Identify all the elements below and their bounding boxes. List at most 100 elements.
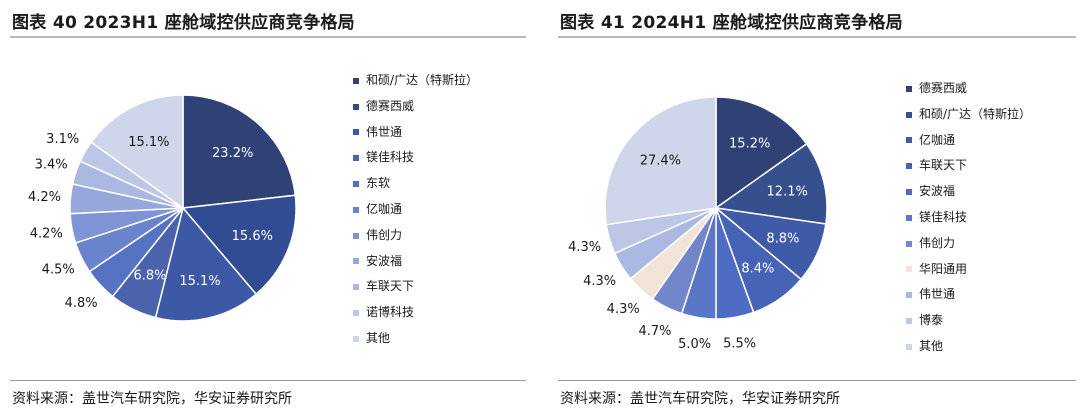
legend-item: 亿咖通 (906, 128, 1031, 154)
legend-label: 伟创力 (919, 235, 956, 250)
legend-item: 和硕/广达（特斯拉） (906, 102, 1031, 128)
legend-item: 伟世通 (353, 120, 478, 146)
legend-label: 镁佳科技 (366, 150, 415, 165)
pie-slice (715, 96, 808, 210)
slice-value-label: 4.3% (607, 302, 640, 317)
source-note: 资料来源：盖世汽车研究院，华安证券研究所 (560, 391, 840, 407)
slice-value-label: 4.2% (28, 190, 61, 205)
legend-item: 车联天下 (353, 274, 478, 300)
legend-label: 东软 (366, 176, 391, 191)
pie-chart-2024h1: 15.2% 12.1% 8.8% 8.4% 5.5% 5.0% 4.7% 4.3% 4.3% 4.… (568, 96, 828, 352)
legend-item: 车联天下 (906, 153, 1031, 179)
legend-label: 其他 (919, 338, 944, 353)
legend-2024h1: 德赛西威和硕/广达（特斯拉） 亿咖通车联天下安波福镁佳科技伟创力华阳通用伟世通博泰… (906, 76, 1031, 360)
legend-swatch (353, 258, 359, 265)
legend-item: 安波福 (353, 249, 478, 275)
legend-swatch (353, 206, 359, 213)
legend-label: 博泰 (919, 313, 944, 328)
source-note: 资料来源：盖世汽车研究院，华安证券研究所 (12, 391, 292, 407)
legend-swatch (353, 77, 359, 84)
pie-slice (181, 194, 297, 296)
pie-slice (182, 94, 297, 209)
legend-swatch (353, 181, 359, 188)
legend-item: 伟世通 (906, 282, 1031, 308)
legend-swatch (353, 310, 359, 317)
slice-value-label: 8.8% (766, 231, 799, 246)
legend-label: 亿咖通 (366, 201, 403, 216)
footer-divider (10, 380, 526, 381)
legend-swatch (906, 163, 912, 170)
slice-value-label: 5.0% (678, 337, 711, 352)
pie-slice (90, 94, 184, 210)
legend-item: 伟创力 (906, 231, 1031, 257)
legend-item: 德赛西威 (353, 94, 478, 120)
legend-label: 诺博科技 (366, 305, 415, 320)
legend-item: 其他 (353, 326, 478, 352)
slice-value-label: 4.5% (42, 263, 75, 278)
legend-label: 德赛西威 (919, 81, 968, 95)
slice-value-label: 4.7% (638, 324, 671, 339)
legend-swatch (906, 343, 912, 350)
legend-swatch (906, 318, 912, 325)
chart-panel-2023h1: 图表 40 2023H1 座舱域控供应商竞争格局 23.2% 15.6% 15.1%… (0, 0, 530, 414)
slice-value-label: 5.5% (723, 337, 756, 352)
slice-value-label: 15.2% (729, 136, 770, 151)
legend-item: 亿咖通 (353, 197, 478, 223)
legend-item: 镁佳科技 (906, 205, 1031, 231)
pie-chart-2023h1: 23.2% 15.6% 15.1% 6.8% 4.8% 4.5% 4.2% 4.2% 3.4% 3… (28, 94, 297, 322)
slice-value-label: 6.8% (133, 268, 166, 283)
chart-title: 图表 40 2023H1 座舱域控供应商竞争格局 (12, 13, 355, 33)
slice-value-label: 4.2% (30, 227, 63, 242)
slice-value-label: 27.4% (640, 154, 681, 169)
legend-swatch (906, 266, 912, 273)
legend-label: 伟创力 (366, 227, 403, 242)
legend-item: 其他 (906, 334, 1031, 360)
legend-label: 车联天下 (366, 279, 415, 294)
legend-label: 和硕/广达（特斯拉） (366, 73, 479, 87)
legend-swatch (353, 335, 359, 342)
legend-item: 安波福 (906, 179, 1031, 205)
legend-swatch (906, 189, 912, 196)
legend-label: 华阳通用 (919, 261, 968, 276)
footer-divider (558, 380, 1076, 381)
slice-value-label: 23.2% (212, 146, 253, 161)
legend-swatch (353, 103, 359, 110)
slice-value-label: 12.1% (767, 184, 808, 199)
pie-slice (604, 96, 717, 226)
slice-value-label: 15.1% (128, 135, 169, 150)
slice-value-label: 15.6% (232, 229, 273, 244)
legend-item: 诺博科技 (353, 300, 478, 326)
legend-item: 德赛西威 (906, 76, 1031, 102)
legend-swatch (353, 284, 359, 291)
slice-value-label: 3.4% (35, 158, 68, 173)
legend-label: 镁佳科技 (919, 209, 968, 224)
legend-label: 安波福 (919, 184, 956, 199)
legend-label: 伟世通 (366, 124, 403, 139)
legend-label: 和硕/广达（特斯拉） (919, 106, 1032, 121)
slice-value-label: 4.3% (568, 240, 601, 255)
legend-swatch (906, 111, 912, 118)
legend-swatch (906, 137, 912, 144)
pie-slice (154, 206, 258, 322)
title-divider (10, 36, 526, 38)
legend-swatch (906, 240, 912, 247)
legend-swatch (353, 155, 359, 162)
legend-item: 镁佳科技 (353, 145, 478, 171)
chart-panel-2024h1: 图表 41 2024H1 座舱域控供应商竞争格局 15.2% 12.1% 8.8% 8… (548, 0, 1080, 414)
legend-item: 博泰 (906, 308, 1031, 334)
legend-2023h1: 和硕/广达（特斯拉） 德赛西威伟世通镁佳科技东软亿咖通伟创力安波福车联天下诺博科技… (353, 68, 478, 352)
slice-value-label: 4.8% (65, 296, 98, 311)
legend-label: 德赛西威 (366, 98, 415, 113)
legend-swatch (353, 232, 359, 239)
slice-value-label: 4.3% (583, 274, 616, 289)
legend-item: 东软 (353, 171, 478, 197)
slice-value-label: 3.1% (46, 132, 79, 147)
pie-slice (714, 142, 828, 225)
legend-label: 亿咖通 (919, 132, 956, 147)
legend-item: 和硕/广达（特斯拉） (353, 68, 478, 94)
legend-swatch (906, 214, 912, 221)
legend-item: 伟创力 (353, 223, 478, 249)
legend-swatch (353, 129, 359, 136)
chart-title: 图表 41 2024H1 座舱域控供应商竞争格局 (560, 13, 903, 33)
legend-swatch (906, 85, 912, 92)
